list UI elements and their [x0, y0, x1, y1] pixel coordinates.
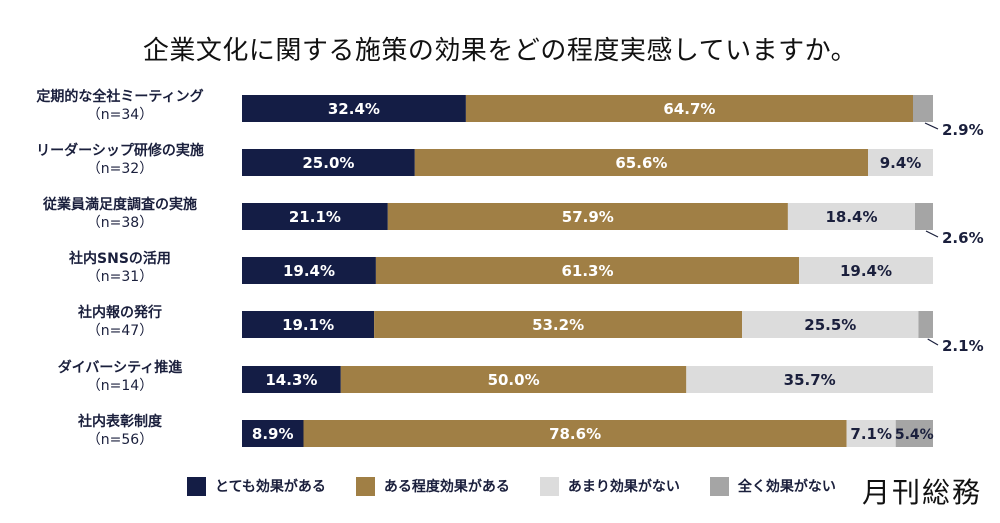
data-label: 9.4%: [880, 154, 922, 172]
publisher-logo: 月刊総務: [861, 476, 982, 509]
category-label: 従業員満足度調査の実施 （n=38）: [10, 196, 230, 232]
bar-segment-3: [787, 203, 915, 230]
legend-swatch: [539, 476, 559, 496]
data-label: 21.1%: [289, 208, 341, 226]
data-label: 2.1%: [942, 337, 984, 355]
legend-label: あまり効果がない: [567, 479, 680, 495]
data-label: 2.9%: [942, 121, 984, 139]
legend-swatch: [355, 476, 375, 496]
data-label: 25.5%: [804, 316, 856, 334]
bar-segment-1: [242, 203, 388, 230]
data-label: 5.4%: [895, 427, 934, 443]
data-label: 2.6%: [942, 229, 984, 247]
category-label: 定期的な全社ミーティング （n=34）: [10, 88, 230, 124]
stacked-bar-chart: 32.4% 64.7% 2.9% 25.0% 65.6% 9.4% 21.1% 57.9% 18…: [242, 95, 984, 447]
category-label: ダイバーシティ推進 （n=14）: [10, 359, 230, 395]
category-name: 社内報の発行: [78, 305, 162, 321]
category-name: リーダーシップ研修の実施: [36, 143, 204, 159]
bar-segment-2: [374, 311, 743, 338]
data-label: 7.1%: [850, 425, 892, 443]
data-label: 78.6%: [549, 425, 601, 443]
callout-leader-line: [925, 230, 939, 238]
data-label: 61.3%: [561, 262, 613, 280]
category-label: 社内報の発行 （n=47）: [10, 304, 230, 340]
legend-swatch: [187, 476, 206, 496]
data-label: 53.2%: [532, 316, 584, 334]
legend-item-not-very-effective: あまり効果がない: [539, 476, 680, 496]
category-label: 社内表彰制度 （n=56）: [10, 413, 230, 449]
bar-segment-3: [686, 366, 933, 393]
category-label: リーダーシップ研修の実施 （n=32）: [10, 142, 230, 178]
category-name: 定期的な全社ミーティング: [36, 89, 204, 105]
legend-swatch: [709, 476, 729, 496]
category-name: 社内SNSの活用: [69, 251, 171, 267]
legend-label: 全く効果がない: [737, 479, 836, 495]
callout-leader-line: [927, 338, 939, 346]
legend-label: とても効果がある: [215, 479, 326, 495]
bar-segment-2: [387, 203, 788, 230]
bar-segment-3: [846, 420, 896, 447]
bar-segment-4: [913, 95, 933, 122]
callout-leader-line: [924, 122, 939, 130]
data-label: 14.3%: [265, 371, 317, 389]
bar-segment-3: [742, 311, 919, 338]
data-label: 18.4%: [825, 208, 877, 226]
bar-segment-4: [895, 420, 933, 447]
data-label: 50.0%: [488, 371, 540, 389]
data-label: 19.4%: [840, 262, 892, 280]
bar-segment-3: [868, 149, 933, 176]
bar-segment-4: [915, 203, 933, 230]
category-name: 社内表彰制度: [78, 414, 162, 430]
category-sample-size: （n=34）: [86, 107, 154, 123]
bar-segment-2: [340, 366, 687, 393]
bar-segment-4: [918, 311, 933, 338]
data-label: 8.9%: [252, 425, 294, 443]
category-name: ダイバーシティ推進: [57, 360, 183, 376]
legend-item-somewhat-effective: ある程度効果がある: [355, 476, 510, 496]
bar-segment-2: [465, 95, 913, 122]
bar-segment-2: [414, 149, 869, 176]
data-label: 19.1%: [282, 316, 334, 334]
data-label: 35.7%: [784, 371, 836, 389]
bar-segment-1: [242, 149, 415, 176]
bar-segment-2: [375, 257, 800, 284]
chart-title: 企業文化に関する施策の効果をどの程度実感していますか。: [142, 36, 858, 66]
data-label: 19.4%: [283, 262, 335, 280]
data-label: 32.4%: [328, 100, 380, 118]
data-label: 65.6%: [615, 154, 667, 172]
bar-segment-1: [242, 257, 376, 284]
category-sample-size: （n=47）: [86, 323, 154, 339]
bar-segment-1: [242, 420, 304, 447]
legend-item-not-effective: 全く効果がない: [709, 476, 836, 496]
legend: とても効果がある ある程度効果がある あまり効果がない 全く効果がない: [187, 476, 866, 496]
bar-segment-1: [242, 311, 375, 338]
bar-segment-1: [242, 95, 466, 122]
data-label: 57.9%: [562, 208, 614, 226]
category-sample-size: （n=32）: [86, 161, 154, 177]
category-sample-size: （n=31）: [86, 269, 154, 285]
category-sample-size: （n=38）: [86, 215, 154, 231]
legend-item-very-effective: とても効果がある: [187, 476, 326, 496]
bar-segment-1: [242, 366, 341, 393]
category-sample-size: （n=56）: [86, 432, 154, 448]
data-label: 25.0%: [302, 154, 354, 172]
category-name: 従業員満足度調査の実施: [43, 197, 197, 213]
data-label: 64.7%: [663, 100, 715, 118]
bar-segment-2: [303, 420, 847, 447]
bar-segment-3: [799, 257, 933, 284]
category-label: 社内SNSの活用 （n=31）: [10, 250, 230, 286]
category-sample-size: （n=14）: [86, 378, 154, 394]
legend-label: ある程度効果がある: [383, 479, 510, 495]
